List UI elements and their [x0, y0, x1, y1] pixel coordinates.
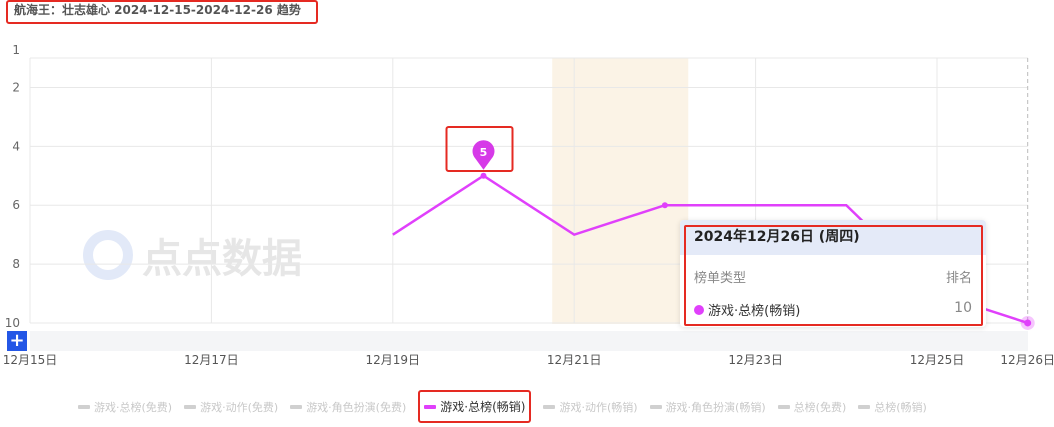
x-tick-label: 12月19日: [366, 353, 421, 367]
legend-swatch-icon: [777, 404, 790, 409]
legend-label: 游戏·角色扮演(免费): [306, 400, 407, 414]
legend-item[interactable]: 游戏·动作(免费): [184, 398, 278, 415]
legend-swatch-icon: [858, 404, 871, 409]
y-tick-label: 10: [5, 316, 20, 330]
legend-swatch-icon: [78, 404, 90, 409]
zoom-expand-button[interactable]: +: [7, 331, 27, 351]
highlight-band: [552, 58, 689, 324]
legend-label: 游戏·动作(免费): [200, 400, 279, 414]
x-tick-label: 12月17日: [184, 353, 239, 367]
legend-label: 游戏·总榜(畅销): [440, 400, 526, 414]
legend-swatch-icon: [649, 404, 662, 409]
y-tick-label: 1: [12, 43, 20, 57]
watermark-logo: [83, 230, 133, 280]
y-tick-label: 4: [12, 139, 20, 153]
highlight-box: [445, 126, 514, 172]
legend-item[interactable]: 总榜(免费): [777, 398, 847, 415]
legend-label: 总榜(免费): [793, 400, 847, 414]
legend-item[interactable]: 游戏·总榜(免费): [78, 398, 172, 415]
legend-swatch-icon: [184, 404, 197, 409]
x-tick-label: 12月26日: [1000, 353, 1054, 367]
legend-item[interactable]: 游戏·角色扮演(畅销): [649, 398, 766, 415]
tooltip-row: 游戏·总榜(畅销) 10: [680, 300, 986, 319]
tooltip-rank-value: 10: [954, 300, 972, 316]
x-tick-label: 12月15日: [3, 353, 58, 367]
data-point: [661, 202, 668, 209]
tooltip-col-rank: 排名: [945, 271, 972, 286]
tooltip-date: 2024年12月26日 (周四): [680, 220, 986, 255]
legend-label: 游戏·总榜(免费): [94, 400, 173, 414]
x-tick-label: 12月25日: [910, 353, 965, 367]
legend-label: 游戏·动作(畅销): [559, 400, 638, 414]
watermark: 点点数据: [142, 236, 302, 282]
y-tick-label: 8: [12, 257, 20, 271]
line-chart: 点点数据 1 2 4 6 8 10 12月15日 12月17日 12月19日 12月21日 12月23…: [3, 43, 1054, 367]
marker-label: 5: [480, 146, 488, 159]
chart-title: 航海王：壮志雄心 2024-12-15-2024-12-26 趋势: [6, 0, 318, 24]
x-tick-label: 12月21日: [547, 353, 602, 367]
data-zoom-slider: [30, 331, 1028, 351]
tooltip-header-row: 榜单类型 排名: [680, 267, 986, 286]
legend-item[interactable]: 游戏·动作(畅销): [543, 398, 638, 415]
legend-swatch-icon: [543, 404, 556, 409]
active-point: [1024, 319, 1032, 327]
legend-item[interactable]: 游戏·总榜(畅销): [418, 390, 532, 423]
tooltip: 2024年12月26日 (周四) 榜单类型 排名 游戏·总榜(畅销) 10: [680, 220, 986, 327]
legend-item[interactable]: 总榜(畅销): [858, 398, 927, 415]
legend: 游戏·总榜(免费) 游戏·动作(免费) 游戏·角色扮演(免费) 游戏·总榜(畅销) 游戏…: [78, 390, 927, 423]
series-dot-icon: [694, 305, 704, 315]
x-tick-label: 12月23日: [728, 353, 783, 367]
marker-pin-icon: [472, 140, 495, 170]
legend-label: 游戏·角色扮演(畅销): [665, 400, 766, 414]
tooltip-col-type: 榜单类型: [694, 271, 747, 286]
y-tick-label: 2: [12, 80, 20, 94]
legend-swatch-icon: [290, 404, 303, 409]
y-tick-label: 6: [12, 198, 20, 212]
data-point: [480, 172, 487, 179]
legend-label: 总榜(畅销): [874, 400, 927, 414]
tooltip-series-name: 游戏·总榜(畅销): [708, 304, 801, 319]
legend-swatch-icon: [424, 404, 437, 409]
legend-item[interactable]: 游戏·角色扮演(免费): [290, 398, 406, 415]
